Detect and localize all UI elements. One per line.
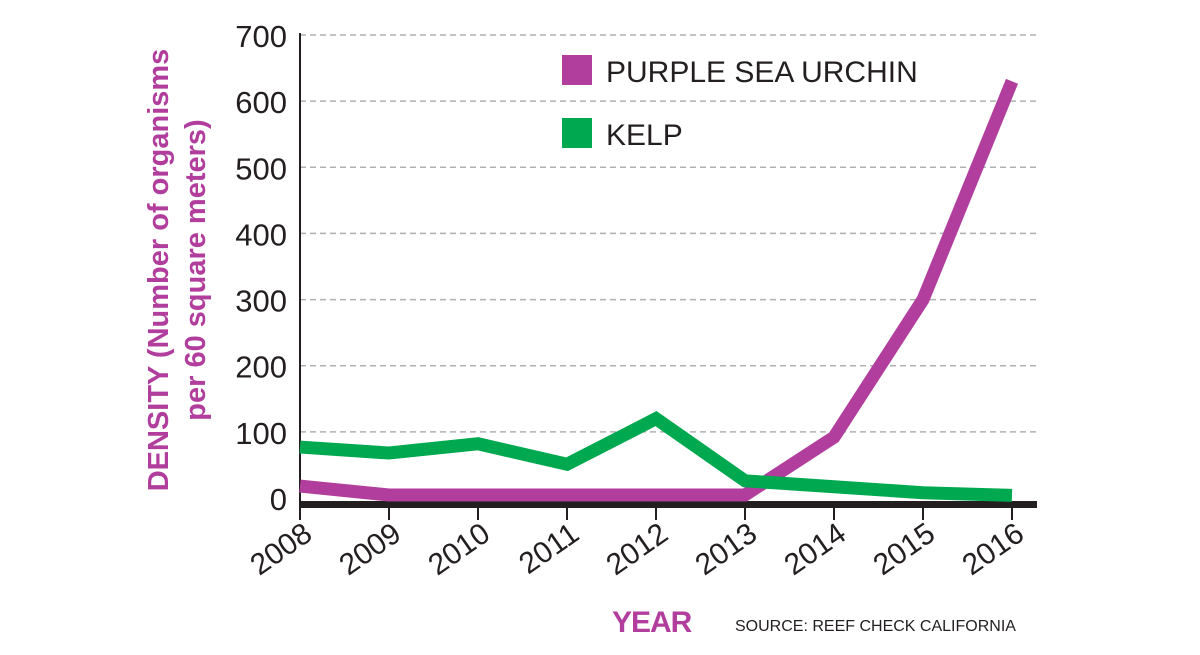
series-line-kelp	[300, 419, 1012, 496]
legend-swatch	[562, 55, 592, 85]
legend-label: PURPLE SEA URCHIN	[606, 56, 918, 89]
x-tick-label: 2013	[689, 517, 763, 582]
legend-label: KELP	[606, 119, 683, 152]
y-tick-label: 400	[235, 217, 287, 252]
x-tick-label: 2011	[513, 517, 585, 581]
y-tick-label: 700	[235, 19, 287, 54]
y-tick-label: 500	[235, 151, 287, 186]
y-tick-label: 600	[235, 85, 287, 120]
y-axis-title-line1: DENSITY (Number of organisms	[143, 49, 175, 492]
y-tick-label: 0	[270, 482, 287, 517]
x-tick-label: 2010	[422, 517, 496, 582]
source-note: SOURCE: REEF CHECK CALIFORNIA	[735, 618, 1016, 635]
x-axis-title: YEAR	[612, 606, 693, 639]
x-tick-label: 2014	[778, 517, 852, 582]
y-tick-label: 300	[235, 284, 287, 319]
y-tick-label: 100	[235, 416, 287, 451]
x-tick-label: 2015	[867, 517, 941, 582]
y-axis-title-line2: per 60 square meters)	[180, 119, 212, 420]
x-tick-label: 2012	[600, 517, 674, 582]
x-tick-label: 2009	[333, 517, 407, 582]
y-tick-label: 200	[235, 350, 287, 385]
x-tick-label: 2008	[244, 517, 318, 582]
x-axis-baseline	[300, 501, 1037, 508]
x-tick-label: 2016	[956, 517, 1030, 582]
legend-swatch	[562, 118, 592, 148]
